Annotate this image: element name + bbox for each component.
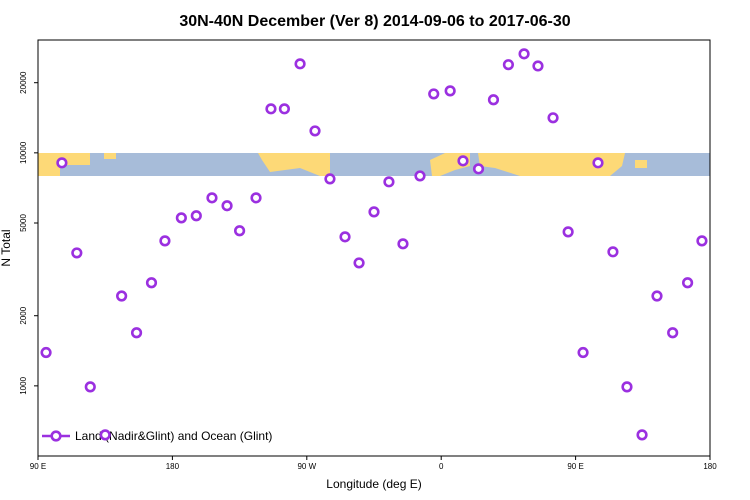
point — [502, 59, 515, 71]
legend-label: Land (Nadir&Glint) and Ocean (Glint) — [75, 429, 272, 443]
point — [234, 225, 246, 237]
point — [547, 112, 559, 124]
point — [145, 277, 158, 289]
point — [265, 103, 277, 115]
y-tick-label: 1000 — [19, 376, 28, 394]
point — [681, 277, 694, 289]
y-axis-label: N Total — [0, 229, 13, 266]
land — [478, 153, 625, 176]
point — [518, 48, 530, 60]
point — [636, 429, 648, 441]
point — [444, 85, 456, 97]
y-tick-label: 2000 — [19, 306, 28, 324]
x-tick-label: 180 — [166, 462, 180, 471]
point — [472, 163, 485, 175]
x-tick-label: 90 E — [30, 462, 46, 471]
point — [696, 235, 708, 247]
x-tick-label: 90 E — [567, 462, 583, 471]
point — [84, 381, 96, 393]
point — [383, 176, 395, 188]
x-tick-label: 180 — [703, 462, 717, 471]
point — [159, 235, 171, 247]
point — [562, 226, 574, 238]
point — [278, 103, 291, 115]
y-tick-label: 10000 — [19, 141, 28, 164]
point — [309, 125, 321, 137]
point — [175, 212, 187, 224]
point — [40, 346, 52, 359]
point — [368, 206, 380, 218]
legend-marker — [50, 430, 62, 442]
point — [56, 157, 68, 169]
land — [635, 160, 647, 168]
point — [607, 246, 619, 258]
x-axis-label: Longitude (deg E) — [326, 477, 421, 491]
point — [221, 200, 233, 212]
y-tick-label: 5000 — [19, 214, 28, 232]
land — [38, 153, 60, 176]
land — [104, 153, 116, 159]
plot-frame — [37, 39, 711, 457]
point — [414, 170, 426, 182]
map-band — [38, 153, 710, 176]
point — [667, 327, 679, 339]
point — [116, 290, 128, 302]
point — [99, 429, 111, 441]
point — [577, 346, 589, 359]
point — [250, 192, 262, 204]
y-tick-label: 20000 — [19, 71, 28, 94]
point — [324, 173, 336, 185]
point — [294, 58, 306, 70]
point — [651, 290, 663, 302]
point — [339, 231, 351, 243]
point — [353, 257, 365, 269]
point — [592, 157, 604, 169]
point — [71, 247, 83, 259]
point — [428, 88, 440, 100]
point — [397, 238, 409, 250]
point — [487, 94, 500, 106]
x-tick-label: 90 W — [297, 462, 316, 471]
legend: Land (Nadir&Glint) and Ocean (Glint) — [42, 429, 272, 443]
land — [258, 153, 330, 176]
x-tick-label: 0 — [439, 462, 444, 471]
point — [457, 155, 469, 167]
chart-title: 30N-40N December (Ver 8) 2014-09-06 to 2… — [179, 13, 570, 30]
land — [60, 153, 90, 165]
point — [532, 60, 544, 72]
point — [190, 210, 202, 222]
point — [206, 192, 218, 204]
point — [130, 327, 143, 339]
point — [621, 381, 633, 393]
